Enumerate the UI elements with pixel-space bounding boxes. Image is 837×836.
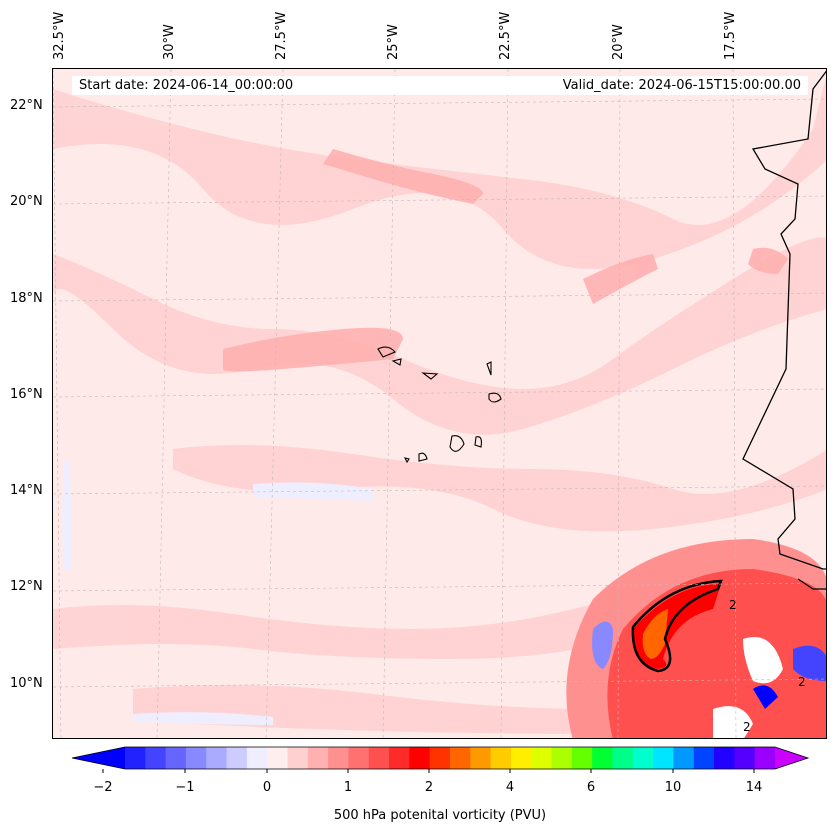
colorbar-cell bbox=[612, 747, 634, 769]
colorbar-cell bbox=[429, 747, 451, 769]
lat-label-12n: 12°N bbox=[10, 579, 43, 594]
colorbar-tick-6: 6 bbox=[586, 780, 596, 795]
colorbar-title: 500 hPa potenital vorticity (PVU) bbox=[333, 808, 547, 823]
pv-map: 2 2 2 bbox=[53, 69, 826, 738]
graticule bbox=[53, 69, 826, 738]
colorbar-cell bbox=[246, 747, 268, 769]
pv-field-negative bbox=[62, 459, 373, 725]
colorbar-cell bbox=[734, 747, 756, 769]
colorbar-cell bbox=[206, 747, 228, 769]
colorbar-cell bbox=[571, 747, 593, 769]
colorbar-cell bbox=[165, 747, 187, 769]
lat-label-18n: 18°N bbox=[10, 291, 43, 306]
pv-field-medium bbox=[223, 149, 788, 372]
start-date-text: Start date: 2024-06-14_00:00:00 bbox=[79, 78, 294, 93]
colorbar-tick-0: −2 bbox=[93, 780, 113, 795]
colorbar-outline bbox=[71, 746, 810, 770]
contour-label-1: 2 bbox=[729, 598, 737, 612]
colorbar-cell bbox=[409, 747, 431, 769]
coastline bbox=[742, 70, 826, 590]
colorbar-tick-5: 4 bbox=[505, 780, 515, 795]
cabo-verde-islands bbox=[377, 346, 502, 464]
colorbar-cell bbox=[653, 747, 674, 769]
colorbar-tick-7: 10 bbox=[664, 780, 682, 795]
colorbar-cell bbox=[145, 747, 167, 769]
colorbar-cell bbox=[226, 747, 248, 769]
colorbar-cell bbox=[389, 747, 410, 769]
colorbar-tick-3: 1 bbox=[343, 780, 353, 795]
contour-label-2: 2 bbox=[798, 675, 806, 689]
lat-label-20n: 20°N bbox=[10, 194, 43, 209]
colorbar-cell bbox=[287, 747, 309, 769]
colorbar-tick-8: 14 bbox=[745, 780, 763, 795]
colorbar-tick-1: −1 bbox=[175, 780, 195, 795]
colorbar-cell bbox=[490, 747, 512, 769]
colorbar-cell bbox=[267, 747, 288, 769]
colorbar-cell bbox=[307, 747, 329, 769]
colorbar-cell bbox=[368, 747, 390, 769]
colorbar-cell bbox=[185, 747, 207, 769]
colorbar-cell bbox=[531, 747, 553, 769]
colorbar-cell bbox=[328, 747, 349, 769]
colorbar-extend-low bbox=[72, 747, 125, 769]
colorbar-cell bbox=[470, 747, 492, 769]
lat-label-22n: 22°N bbox=[10, 98, 43, 113]
colorbar-cells bbox=[71, 746, 810, 773]
valid-date-text: Valid_date: 2024-06-15T15:00:00.00 bbox=[562, 78, 801, 93]
colorbar-cell bbox=[693, 747, 715, 769]
colorbar-tick-2: 0 bbox=[262, 780, 272, 795]
lat-label-16n: 16°N bbox=[10, 387, 43, 402]
colorbar-extend-high bbox=[775, 747, 808, 769]
colorbar-cell bbox=[510, 747, 532, 769]
colorbar-cell bbox=[551, 747, 573, 769]
colorbar-cell bbox=[348, 747, 370, 769]
colorbar-cell bbox=[754, 747, 776, 769]
colorbar-cell bbox=[714, 747, 735, 769]
date-info-bar: Start date: 2024-06-14_00:00:00 Valid_da… bbox=[72, 76, 808, 95]
pv-maximum bbox=[566, 539, 826, 738]
colorbar-tick-4: 2 bbox=[424, 780, 434, 795]
colorbar-cell bbox=[673, 747, 695, 769]
map-panel: 2 2 2 bbox=[52, 68, 827, 739]
colorbar-cell bbox=[632, 747, 654, 769]
lat-label-14n: 14°N bbox=[10, 483, 43, 498]
lat-label-10n: 10°N bbox=[10, 676, 43, 691]
colorbar-cell bbox=[450, 747, 471, 769]
colorbar-cell bbox=[592, 747, 613, 769]
colorbar-cell bbox=[125, 747, 146, 769]
contour-label-3: 2 bbox=[743, 720, 751, 734]
